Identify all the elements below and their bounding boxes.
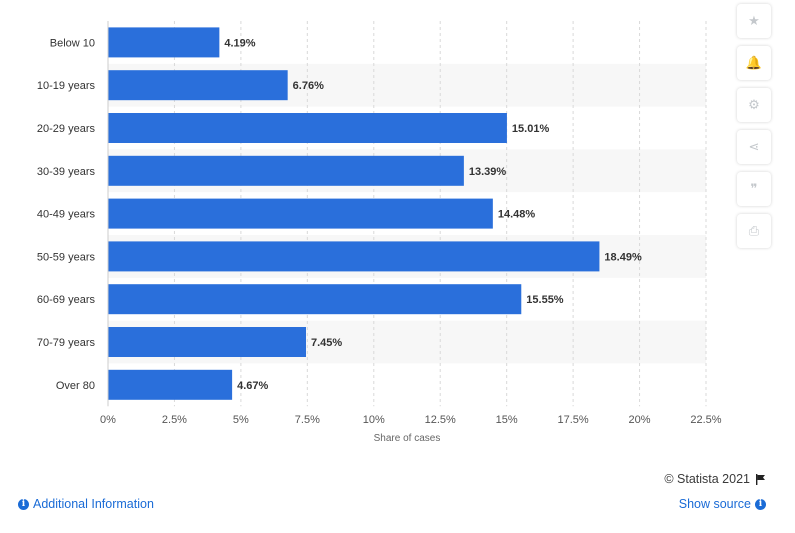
bar bbox=[108, 241, 600, 272]
x-tick-label: 7.5% bbox=[295, 414, 320, 426]
bar bbox=[108, 70, 288, 101]
bar bbox=[108, 155, 464, 186]
bar bbox=[108, 198, 493, 229]
x-tick-label: 22.5% bbox=[690, 414, 721, 426]
quote-icon[interactable]: ❞ bbox=[737, 172, 771, 206]
category-label: 50-59 years bbox=[37, 251, 96, 263]
category-label: Over 80 bbox=[56, 380, 95, 392]
bar bbox=[108, 369, 233, 400]
value-label: 15.55% bbox=[526, 294, 564, 306]
bar bbox=[108, 284, 522, 315]
bar bbox=[108, 327, 307, 357]
category-label: 20-29 years bbox=[37, 123, 96, 135]
x-tick-label: 20% bbox=[629, 414, 651, 426]
bar bbox=[108, 27, 220, 58]
x-tick-label: 12.5% bbox=[425, 414, 456, 426]
value-label: 13.39% bbox=[469, 166, 507, 178]
value-label: 4.67% bbox=[237, 380, 268, 392]
credit-text: © Statista 2021 bbox=[664, 472, 750, 486]
category-label: 30-39 years bbox=[37, 166, 96, 178]
bar bbox=[108, 113, 507, 143]
x-tick-label: 15% bbox=[496, 414, 518, 426]
x-tick-label: 5% bbox=[233, 414, 249, 426]
value-label: 18.49% bbox=[604, 251, 642, 263]
x-axis-title: Share of cases bbox=[374, 433, 441, 444]
x-tick-label: 17.5% bbox=[558, 414, 589, 426]
gear-icon[interactable]: ⚙ bbox=[737, 88, 771, 122]
x-tick-label: 0% bbox=[100, 414, 116, 426]
share-icon[interactable]: ⋖ bbox=[737, 130, 771, 164]
value-label: 6.76% bbox=[293, 80, 324, 92]
category-label: Below 10 bbox=[50, 37, 95, 49]
x-tick-label: 10% bbox=[363, 414, 385, 426]
star-icon[interactable]: ★ bbox=[737, 4, 771, 38]
additional-information-link[interactable]: i Additional Information bbox=[18, 497, 154, 511]
value-label: 7.45% bbox=[311, 337, 342, 349]
value-label: 4.19% bbox=[224, 37, 255, 49]
category-label: 60-69 years bbox=[37, 294, 96, 306]
value-label: 14.48% bbox=[498, 209, 536, 221]
category-label: 40-49 years bbox=[37, 209, 96, 221]
flag-icon bbox=[756, 473, 765, 485]
info-icon: i bbox=[18, 498, 29, 510]
statista-credit[interactable]: © Statista 2021 bbox=[664, 472, 766, 486]
bar-chart: Below 10 4.19% 10-19 years 6.76% 20-29 years… bbox=[37, 21, 722, 444]
category-label: 70-79 years bbox=[37, 337, 96, 349]
category-label: 10-19 years bbox=[37, 80, 96, 92]
bell-icon[interactable]: 🔔 bbox=[737, 46, 771, 80]
show-source-link[interactable]: Show source i bbox=[679, 497, 766, 511]
show-source-label: Show source bbox=[678, 497, 751, 511]
x-tick-label: 2.5% bbox=[162, 414, 187, 426]
print-icon[interactable]: ⎙ bbox=[737, 214, 771, 248]
additional-information-label: Additional Information bbox=[33, 497, 154, 511]
value-label: 15.01% bbox=[512, 123, 550, 135]
info-icon: i bbox=[755, 498, 766, 510]
